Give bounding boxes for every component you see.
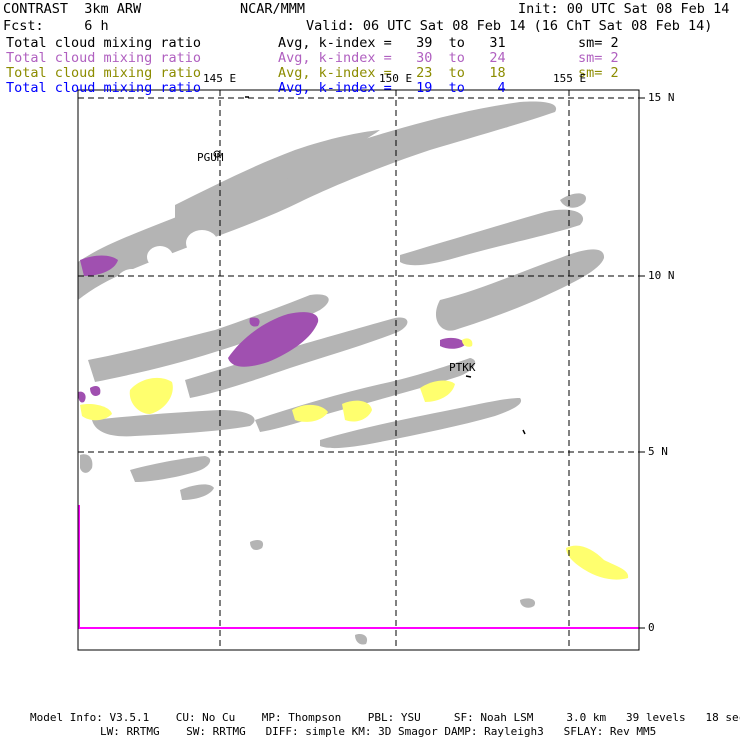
cloud-band-mid (88, 294, 329, 382)
map-frame (77, 89, 640, 651)
cloud-band-north (78, 101, 557, 301)
station-label-pgum: PGUM (197, 151, 224, 164)
lon-label-145: 145 E (203, 72, 237, 85)
yellow-cloud-4 (342, 400, 372, 422)
legend-range-3: Avg, k-index = 23 to 18 (278, 65, 506, 81)
purple-cloud-small-1 (90, 386, 101, 396)
legend-name-2: Total cloud mixing ratio (6, 50, 202, 66)
cloud-band-north-inner (175, 130, 380, 222)
init-time: Init: 00 UTC Sat 08 Feb 14 (518, 1, 730, 17)
yellow-cloud-7 (462, 338, 473, 347)
lat-label-0: 0 (648, 621, 655, 634)
footer-physics-info: LW: RRTMG SW: RRTMG DIFF: simple KM: 3D … (100, 725, 657, 738)
model-title: CONTRAST 3km ARW (3, 1, 142, 17)
purple-cloud-central (228, 312, 319, 367)
yellow-cloud-6 (566, 545, 629, 580)
legend-sm-3: sm= 2 (578, 65, 619, 81)
footer-model-info: Model Info: V3.5.1 CU: No Cu MP: Thompso… (30, 711, 740, 724)
small-island-marker (522, 429, 526, 435)
yellow-cloud-5 (420, 380, 455, 402)
cloud-band-south (130, 456, 211, 482)
cloud-band-central (185, 317, 408, 398)
forecast-hour: Fcst: 6 h (3, 18, 109, 34)
yellow-cloud-1 (129, 377, 173, 414)
cloud-fragment-2 (80, 454, 93, 473)
purple-cloud-small-2 (78, 391, 86, 403)
purple-cloud-small-3 (249, 317, 260, 327)
cloud-layer-purple (78, 255, 466, 403)
legend-range-2: Avg, k-index = 30 to 24 (278, 50, 506, 66)
lat-label-10n: 10 N (648, 269, 675, 282)
lon-label-150: 150 E (379, 72, 413, 85)
legend-sm-2: sm= 2 (578, 50, 619, 66)
cloud-band-lower (320, 398, 522, 449)
legend-name-4: Total cloud mixing ratio (6, 80, 202, 96)
center-label: NCAR/MMM (240, 1, 306, 17)
legend-sm-1: sm= 2 (578, 35, 619, 51)
purple-cloud-west (80, 255, 118, 276)
cloud-band-southwest (92, 410, 255, 437)
lat-label-5n: 5 N (648, 445, 668, 458)
legend-name-1: Total cloud mixing ratio (6, 35, 202, 51)
cloud-fragment-3 (355, 634, 368, 645)
cloud-fragment-4 (250, 540, 264, 550)
ptkk-marker (465, 375, 472, 378)
pgum-marker (213, 150, 221, 158)
hole-2 (147, 246, 173, 268)
yellow-cloud-3 (292, 404, 328, 422)
cloud-fragment-6 (560, 193, 586, 208)
cloud-layer-yellow (80, 338, 629, 580)
cloud-band-east-upper (400, 209, 584, 266)
purple-cloud-east (440, 337, 466, 349)
cloud-band-east-long (435, 249, 605, 331)
graticule (78, 90, 639, 650)
cloud-fragment-5 (520, 598, 536, 608)
lat-label-15n: 15 N (648, 91, 675, 104)
hole-4 (337, 198, 367, 226)
lon-label-155: 155 E (553, 72, 587, 85)
hole-3 (186, 230, 218, 256)
legend-range-4: Avg, k-index = 19 to 4 (278, 80, 506, 96)
legend-name-3: Total cloud mixing ratio (6, 65, 202, 81)
yellow-cloud-2 (80, 404, 112, 421)
cloud-layer-gray (78, 101, 605, 645)
valid-time: Valid: 06 UTC Sat 08 Feb 14 (16 ChT Sat … (306, 18, 713, 34)
station-label-ptkk: PTKK (449, 361, 476, 374)
cloud-fragment-1 (180, 484, 214, 500)
tick-marks (639, 97, 645, 629)
legend-range-1: Avg, k-index = 39 to 31 (278, 35, 506, 51)
hole-1 (116, 269, 148, 297)
